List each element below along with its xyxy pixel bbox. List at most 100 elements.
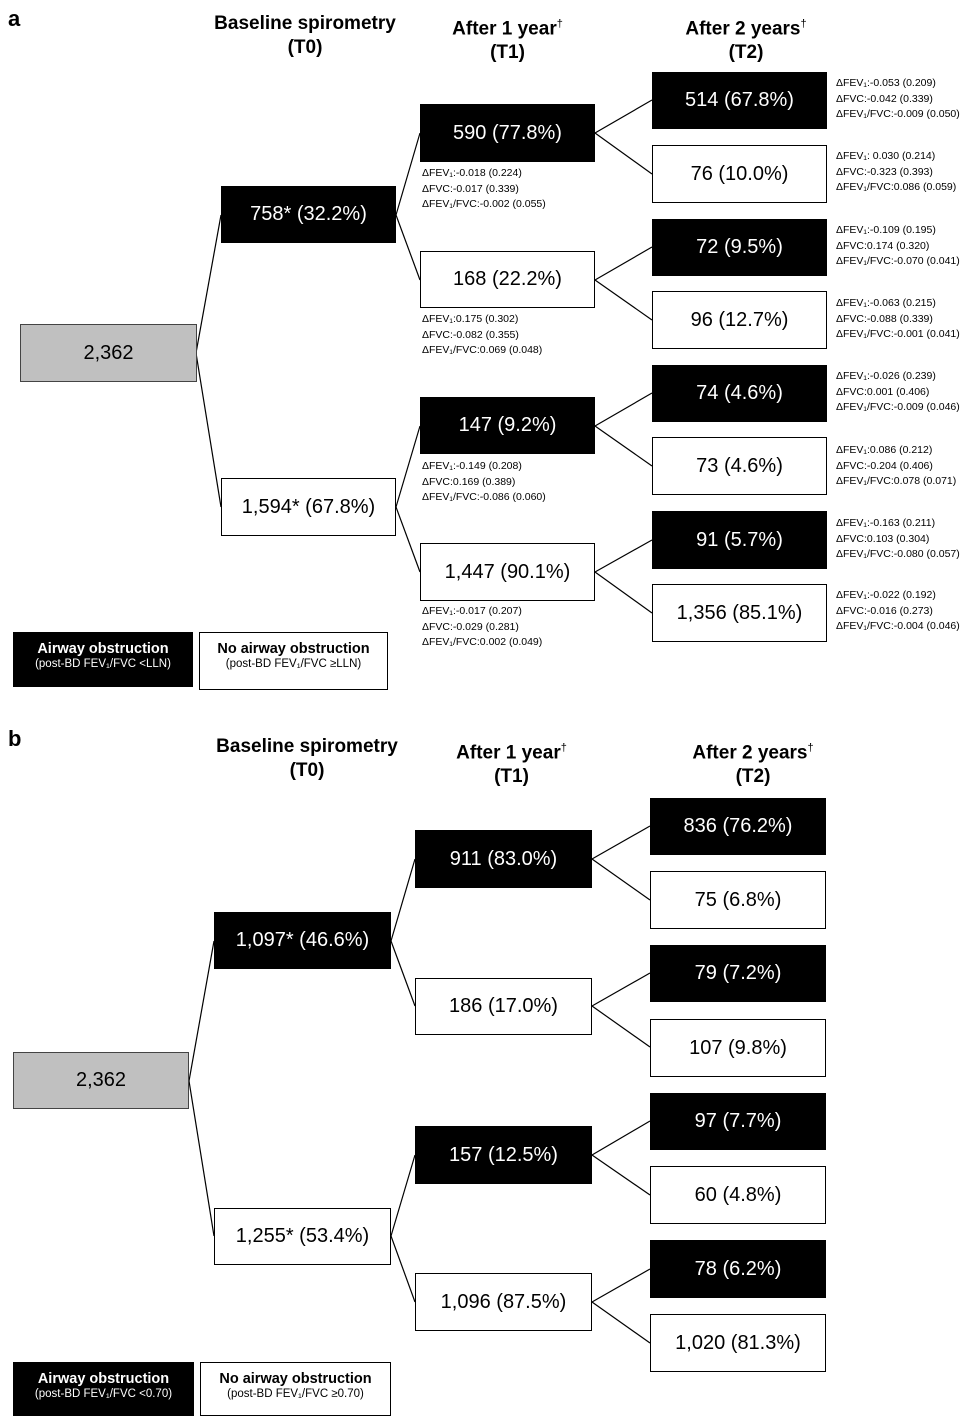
legend-title: No airway obstruction	[219, 1371, 372, 1387]
year2-node-b-3: 79 (7.2%)	[650, 945, 826, 1002]
delta-fev1: ΔFEV₁:-0.018 (0.224)	[422, 167, 522, 179]
baseline-obstruction-node-a: 758* (32.2%)	[221, 186, 396, 243]
delta-ratio: ΔFEV₁/FVC:-0.070 (0.041)	[836, 255, 960, 267]
delta-fev1: ΔFEV₁:-0.109 (0.195)	[836, 224, 936, 236]
year2-node-a-5: 74 (4.6%)	[652, 365, 827, 422]
year1-stats-a-4: ΔFEV₁:-0.017 (0.207) ΔFVC:-0.029 (0.281)…	[422, 604, 542, 651]
delta-fvc: ΔFVC:0.169 (0.389)	[422, 475, 516, 488]
year2-node-b-6: 60 (4.8%)	[650, 1166, 826, 1224]
year2-node-a-4: 96 (12.7%)	[652, 291, 827, 349]
delta-ratio: ΔFEV₁/FVC:-0.004 (0.046)	[836, 620, 960, 632]
delta-fvc: ΔFVC:0.174 (0.320)	[836, 239, 930, 252]
header-t2-title: After 2 years	[692, 742, 808, 764]
header-t0-a: Baseline spirometry (T0)	[200, 12, 410, 60]
header-t2-code: (T2)	[728, 42, 764, 64]
delta-fev1: ΔFEV₁:-0.017 (0.207)	[422, 605, 522, 617]
dagger-mark: †	[800, 18, 807, 30]
header-t1-b: After 1 year† (T1)	[424, 736, 599, 789]
header-t0-title: Baseline spirometry	[216, 736, 398, 757]
header-t0-title: Baseline spirometry	[214, 13, 396, 34]
year2-stats-a-1: ΔFEV₁:-0.053 (0.209) ΔFVC:-0.042 (0.339)…	[836, 76, 960, 123]
delta-ratio: ΔFEV₁/FVC:-0.001 (0.041)	[836, 328, 960, 340]
dagger-mark: †	[560, 742, 567, 754]
year2-node-b-1: 836 (76.2%)	[650, 798, 826, 855]
delta-fvc: ΔFVC:-0.323 (0.393)	[836, 165, 933, 178]
root-node-a: 2,362	[20, 324, 197, 382]
baseline-obstruction-node-b: 1,097* (46.6%)	[214, 912, 391, 969]
delta-fev1: ΔFEV₁:-0.063 (0.215)	[836, 297, 936, 309]
delta-ratio: ΔFEV₁/FVC:-0.009 (0.050)	[836, 108, 960, 120]
panel-b-letter: b	[8, 726, 22, 751]
header-t0-code: (T0)	[289, 760, 325, 781]
header-t0-b: Baseline spirometry (T0)	[202, 735, 412, 783]
delta-fev1: ΔFEV₁:0.086 (0.212)	[836, 444, 933, 456]
dagger-mark: †	[556, 18, 563, 30]
delta-ratio: ΔFEV₁/FVC:0.069 (0.048)	[422, 344, 543, 356]
legend-no-obstruction-b: No airway obstruction (post-BD FEV₁/FVC …	[200, 1362, 391, 1416]
year2-node-a-7: 91 (5.7%)	[652, 511, 827, 569]
delta-fvc: ΔFVC:0.001 (0.406)	[836, 385, 930, 398]
year2-stats-a-6: ΔFEV₁:0.086 (0.212) ΔFVC:-0.204 (0.406) …	[836, 443, 956, 490]
year1-node-b-2: 186 (17.0%)	[415, 978, 592, 1035]
legend-no-obstruction-a: No airway obstruction (post-BD FEV₁/FVC …	[199, 632, 388, 690]
header-t2-a: After 2 years† (T2)	[652, 12, 840, 65]
delta-fev1: ΔFEV₁:0.175 (0.302)	[422, 313, 519, 325]
delta-fvc: ΔFVC:-0.082 (0.355)	[422, 328, 519, 341]
header-t2-b: After 2 years† (T2)	[658, 736, 848, 789]
legend-title: Airway obstruction	[37, 1371, 170, 1387]
year2-node-a-1: 514 (67.8%)	[652, 72, 827, 129]
legend-subtitle: (post-BD FEV₁/FVC ≥0.70)	[227, 1388, 364, 1400]
header-t1-title: After 1 year	[456, 742, 561, 764]
legend-subtitle: (post-BD FEV₁/FVC ≥LLN)	[225, 658, 362, 670]
delta-fvc: ΔFVC:-0.204 (0.406)	[836, 459, 933, 472]
year2-stats-a-7: ΔFEV₁:-0.163 (0.211) ΔFVC:0.103 (0.304) …	[836, 516, 960, 563]
year2-node-b-4: 107 (9.8%)	[650, 1019, 826, 1077]
legend-obstruction-a: Airway obstruction (post-BD FEV₁/FVC <LL…	[13, 632, 193, 687]
year2-stats-a-8: ΔFEV₁:-0.022 (0.192) ΔFVC:-0.016 (0.273)…	[836, 588, 960, 635]
delta-fvc: ΔFVC:-0.017 (0.339)	[422, 182, 519, 195]
delta-fvc: ΔFVC:-0.016 (0.273)	[836, 604, 933, 617]
delta-fvc: ΔFVC:0.103 (0.304)	[836, 532, 930, 545]
year1-stats-a-3: ΔFEV₁:-0.149 (0.208) ΔFVC:0.169 (0.389) …	[422, 459, 546, 506]
delta-fev1: ΔFEV₁:-0.022 (0.192)	[836, 589, 936, 601]
year2-node-a-3: 72 (9.5%)	[652, 219, 827, 276]
legend-title: Airway obstruction	[37, 641, 169, 657]
year2-node-b-7: 78 (6.2%)	[650, 1240, 826, 1298]
year2-stats-a-3: ΔFEV₁:-0.109 (0.195) ΔFVC:0.174 (0.320) …	[836, 223, 960, 270]
legend-title: No airway obstruction	[217, 641, 370, 657]
baseline-no-obstruction-node-b: 1,255* (53.4%)	[214, 1208, 391, 1265]
legend-subtitle: (post-BD FEV₁/FVC <0.70)	[34, 1388, 173, 1400]
year2-node-b-8: 1,020 (81.3%)	[650, 1314, 826, 1372]
delta-ratio: ΔFEV₁/FVC:-0.002 (0.055)	[422, 198, 546, 210]
delta-ratio: ΔFEV₁/FVC:-0.009 (0.046)	[836, 401, 960, 413]
delta-fev1: ΔFEV₁:-0.163 (0.211)	[836, 517, 936, 529]
delta-fev1: ΔFEV₁:-0.026 (0.239)	[836, 370, 936, 382]
header-t0-code: (T0)	[287, 37, 323, 58]
delta-fev1: ΔFEV₁:-0.149 (0.208)	[422, 460, 522, 472]
dagger-mark: †	[807, 742, 814, 754]
delta-fvc: ΔFVC:-0.029 (0.281)	[422, 620, 519, 633]
header-t1-a: After 1 year† (T1)	[420, 12, 595, 65]
year2-node-a-2: 76 (10.0%)	[652, 145, 827, 203]
year1-node-a-3: 147 (9.2%)	[420, 397, 595, 454]
header-t2-code: (T2)	[735, 766, 771, 788]
year1-node-b-1: 911 (83.0%)	[415, 830, 592, 888]
year2-node-a-8: 1,356 (85.1%)	[652, 584, 827, 642]
year2-stats-a-4: ΔFEV₁:-0.063 (0.215) ΔFVC:-0.088 (0.339)…	[836, 296, 960, 343]
delta-fvc: ΔFVC:-0.042 (0.339)	[836, 92, 933, 105]
delta-ratio: ΔFEV₁/FVC:0.078 (0.071)	[836, 475, 957, 487]
header-t1-code: (T1)	[494, 766, 529, 788]
legend-obstruction-b: Airway obstruction (post-BD FEV₁/FVC <0.…	[13, 1362, 194, 1416]
year2-node-b-2: 75 (6.8%)	[650, 871, 826, 929]
year1-node-a-2: 168 (22.2%)	[420, 251, 595, 308]
delta-ratio: ΔFEV₁/FVC:0.002 (0.049)	[422, 636, 543, 648]
year1-node-a-4: 1,447 (90.1%)	[420, 543, 595, 601]
delta-ratio: ΔFEV₁/FVC:0.086 (0.059)	[836, 181, 957, 193]
year1-node-b-4: 1,096 (87.5%)	[415, 1273, 592, 1331]
legend-subtitle: (post-BD FEV₁/FVC <LLN)	[35, 658, 171, 670]
year1-node-b-3: 157 (12.5%)	[415, 1126, 592, 1184]
header-t2-title: After 2 years	[685, 18, 801, 40]
header-t1-code: (T1)	[490, 42, 525, 64]
delta-fev1: ΔFEV₁:-0.053 (0.209)	[836, 77, 936, 89]
